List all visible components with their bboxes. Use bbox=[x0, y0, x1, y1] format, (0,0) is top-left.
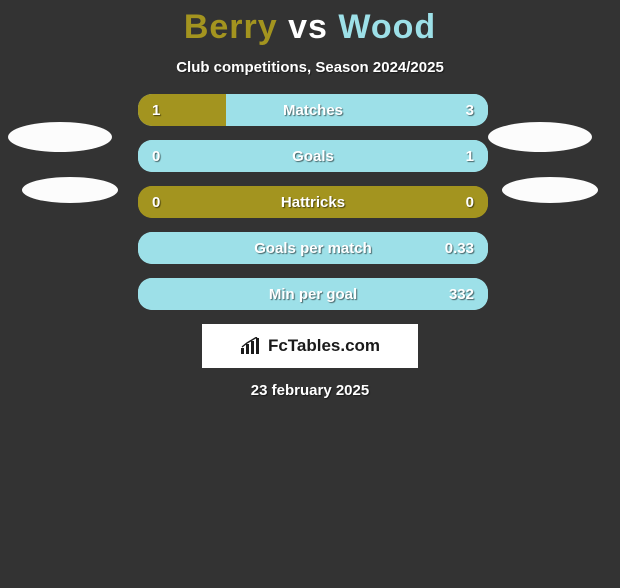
stat-row: Goals per match0.33 bbox=[138, 232, 488, 264]
stat-row: 1Matches3 bbox=[138, 94, 488, 126]
player2-value: 0.33 bbox=[445, 232, 474, 264]
player2-value: 3 bbox=[466, 94, 474, 126]
stat-label: Goals bbox=[138, 140, 488, 172]
stat-label: Min per goal bbox=[138, 278, 488, 310]
comparison-title: Berry vs Wood bbox=[0, 8, 620, 47]
stat-bars: 1Matches30Goals10Hattricks0Goals per mat… bbox=[138, 94, 488, 310]
player1-name: Berry bbox=[184, 8, 278, 46]
stat-row: 0Goals1 bbox=[138, 140, 488, 172]
stat-row: 0Hattricks0 bbox=[138, 186, 488, 218]
stat-label: Matches bbox=[138, 94, 488, 126]
vs-text: vs bbox=[278, 8, 339, 46]
chart-area: 1Matches30Goals10Hattricks0Goals per mat… bbox=[0, 94, 620, 310]
player2-name: Wood bbox=[338, 8, 436, 46]
team-badge-placeholder bbox=[502, 177, 598, 203]
player2-value: 0 bbox=[466, 186, 474, 218]
team-badge-placeholder bbox=[8, 122, 112, 152]
player2-value: 332 bbox=[449, 278, 474, 310]
brand: FcTables.com bbox=[240, 336, 380, 356]
subtitle: Club competitions, Season 2024/2025 bbox=[0, 59, 620, 76]
brand-box: FcTables.com bbox=[202, 324, 418, 368]
stat-label: Hattricks bbox=[138, 186, 488, 218]
team-badge-placeholder bbox=[488, 122, 592, 152]
stat-row: Min per goal332 bbox=[138, 278, 488, 310]
brand-text: FcTables.com bbox=[268, 336, 380, 356]
date-text: 23 february 2025 bbox=[0, 382, 620, 399]
bar-chart-icon bbox=[240, 337, 262, 355]
stat-label: Goals per match bbox=[138, 232, 488, 264]
player2-value: 1 bbox=[466, 140, 474, 172]
team-badge-placeholder bbox=[22, 177, 118, 203]
